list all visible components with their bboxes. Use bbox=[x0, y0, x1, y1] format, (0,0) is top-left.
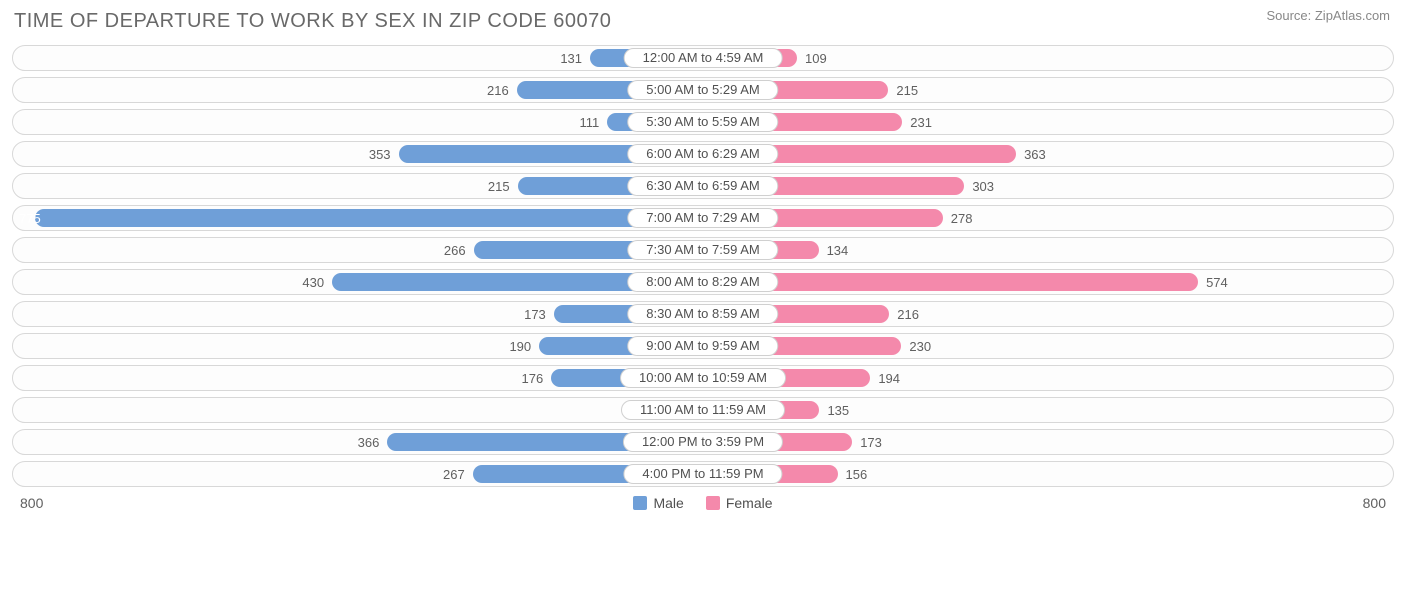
chart-row: 216 215 5:00 AM to 5:29 AM bbox=[12, 77, 1394, 103]
male-swatch-icon bbox=[633, 496, 647, 510]
category-label: 6:30 AM to 6:59 AM bbox=[627, 176, 778, 196]
chart-row: 215 303 6:30 AM to 6:59 AM bbox=[12, 173, 1394, 199]
legend: Male Female bbox=[633, 495, 772, 511]
legend-female-label: Female bbox=[726, 495, 773, 511]
male-value: 173 bbox=[524, 302, 546, 328]
category-label: 5:00 AM to 5:29 AM bbox=[627, 80, 778, 100]
female-value: 574 bbox=[1206, 270, 1228, 296]
chart-row: 190 230 9:00 AM to 9:59 AM bbox=[12, 333, 1394, 359]
source-attribution: Source: ZipAtlas.com bbox=[1266, 8, 1390, 23]
chart-title: TIME OF DEPARTURE TO WORK BY SEX IN ZIP … bbox=[14, 10, 1394, 33]
female-value: 173 bbox=[860, 430, 882, 456]
female-value: 156 bbox=[846, 462, 868, 488]
female-value: 134 bbox=[827, 238, 849, 264]
male-value: 111 bbox=[580, 110, 600, 136]
male-value: 366 bbox=[358, 430, 380, 456]
male-value: 775 bbox=[19, 206, 41, 232]
male-value: 216 bbox=[487, 78, 509, 104]
male-value: 266 bbox=[444, 238, 466, 264]
category-label: 7:30 AM to 7:59 AM bbox=[627, 240, 778, 260]
female-value: 215 bbox=[896, 78, 918, 104]
chart-row: 176 194 10:00 AM to 10:59 AM bbox=[12, 365, 1394, 391]
category-label: 5:30 AM to 5:59 AM bbox=[627, 112, 778, 132]
male-value: 353 bbox=[369, 142, 391, 168]
male-value: 267 bbox=[443, 462, 465, 488]
female-value: 216 bbox=[897, 302, 919, 328]
chart-row: 267 156 4:00 PM to 11:59 PM bbox=[12, 461, 1394, 487]
chart-row: 775 278 7:00 AM to 7:29 AM bbox=[12, 205, 1394, 231]
chart-row: 173 216 8:30 AM to 8:59 AM bbox=[12, 301, 1394, 327]
male-bar bbox=[35, 209, 703, 227]
female-value: 231 bbox=[910, 110, 932, 136]
category-label: 12:00 AM to 4:59 AM bbox=[624, 48, 783, 68]
legend-male: Male bbox=[633, 495, 683, 511]
female-value: 109 bbox=[805, 46, 827, 72]
category-label: 8:30 AM to 8:59 AM bbox=[627, 304, 778, 324]
legend-male-label: Male bbox=[653, 495, 683, 511]
diverging-bar-chart: 131 109 12:00 AM to 4:59 AM 216 215 5:00 AM t… bbox=[12, 45, 1394, 487]
female-value: 135 bbox=[827, 398, 849, 424]
male-value: 430 bbox=[302, 270, 324, 296]
male-value: 190 bbox=[509, 334, 531, 360]
male-value: 176 bbox=[522, 366, 544, 392]
chart-row: 366 173 12:00 PM to 3:59 PM bbox=[12, 429, 1394, 455]
category-label: 6:00 AM to 6:29 AM bbox=[627, 144, 778, 164]
female-value: 194 bbox=[878, 366, 900, 392]
category-label: 7:00 AM to 7:29 AM bbox=[627, 208, 778, 228]
category-label: 10:00 AM to 10:59 AM bbox=[620, 368, 786, 388]
category-label: 11:00 AM to 11:59 AM bbox=[621, 400, 785, 420]
female-swatch-icon bbox=[706, 496, 720, 510]
male-value: 215 bbox=[488, 174, 510, 200]
chart-row: 111 231 5:30 AM to 5:59 AM bbox=[12, 109, 1394, 135]
category-label: 9:00 AM to 9:59 AM bbox=[627, 336, 778, 356]
chart-row: 430 574 8:00 AM to 8:29 AM bbox=[12, 269, 1394, 295]
female-value: 303 bbox=[972, 174, 994, 200]
axis-max-right: 800 bbox=[1363, 495, 1386, 511]
chart-row: 266 134 7:30 AM to 7:59 AM bbox=[12, 237, 1394, 263]
axis-max-left: 800 bbox=[20, 495, 43, 511]
legend-female: Female bbox=[706, 495, 773, 511]
category-label: 8:00 AM to 8:29 AM bbox=[627, 272, 778, 292]
male-value: 131 bbox=[560, 46, 582, 72]
chart-row: 353 363 6:00 AM to 6:29 AM bbox=[12, 141, 1394, 167]
female-value: 278 bbox=[951, 206, 973, 232]
category-label: 4:00 PM to 11:59 PM bbox=[623, 464, 782, 484]
chart-row: 131 109 12:00 AM to 4:59 AM bbox=[12, 45, 1394, 71]
female-value: 230 bbox=[909, 334, 931, 360]
female-value: 363 bbox=[1024, 142, 1046, 168]
chart-row: 2813511:00 AM to 11:59 AM bbox=[12, 397, 1394, 423]
axis-row: 800 Male Female 800 bbox=[12, 493, 1394, 511]
category-label: 12:00 PM to 3:59 PM bbox=[623, 432, 783, 452]
